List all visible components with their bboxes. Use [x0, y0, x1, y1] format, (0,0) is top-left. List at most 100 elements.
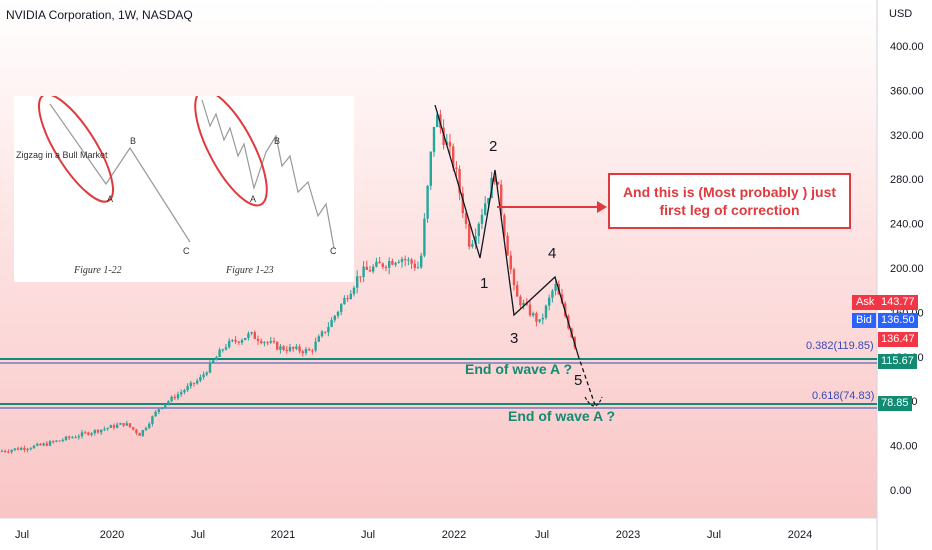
- candle-body: [519, 296, 522, 306]
- y-tick-label: 240.00: [890, 219, 924, 231]
- candle-body: [528, 304, 532, 316]
- candle-body: [352, 287, 356, 294]
- candle-body: [74, 437, 77, 439]
- candle-body: [16, 448, 20, 450]
- candle-body: [554, 283, 557, 291]
- candle-body: [87, 432, 90, 435]
- x-tick-label: Jul: [707, 529, 721, 541]
- candle-body: [474, 236, 477, 245]
- inset-point-b: B: [130, 136, 136, 146]
- wave-label-3: 3: [510, 330, 519, 347]
- candle-body: [276, 342, 279, 350]
- fib-0618-label: 0.618(74.83): [812, 390, 875, 402]
- candle-body: [103, 428, 106, 430]
- candle-body: [173, 396, 176, 399]
- end-wave-a-label-2: End of wave A ?: [508, 408, 616, 424]
- candle-body: [416, 267, 420, 269]
- currency-label: USD: [889, 8, 913, 20]
- candle-body: [292, 346, 295, 349]
- candle-body: [365, 266, 368, 270]
- candle-body: [279, 346, 282, 350]
- candle-body: [448, 141, 452, 147]
- candle-body: [320, 331, 324, 337]
- candle-body: [317, 336, 320, 342]
- candle-body: [260, 340, 263, 344]
- candle-body: [506, 235, 509, 256]
- candle-body: [151, 416, 154, 424]
- candle-body: [71, 437, 74, 439]
- candle-body: [285, 349, 288, 352]
- candle-body: [311, 350, 314, 352]
- candle-body: [464, 213, 468, 224]
- x-tick-label: Jul: [15, 529, 29, 541]
- inset-zigzag-2: [201, 99, 335, 249]
- candle-body: [68, 436, 71, 438]
- candle-body: [141, 430, 144, 436]
- candle-body: [298, 346, 301, 352]
- inset-zigzag-1: [49, 103, 191, 243]
- candle-body: [0, 450, 4, 452]
- candle-body: [32, 445, 36, 449]
- x-tick-label: 2024: [788, 529, 812, 541]
- candle-body: [496, 181, 500, 185]
- x-tick-label: 2023: [616, 529, 640, 541]
- wave-label-5: 5: [574, 372, 583, 389]
- candle-body: [58, 440, 61, 442]
- candle-body: [96, 430, 100, 433]
- level-115-tag: 115.67: [878, 354, 917, 369]
- candle-body: [477, 223, 480, 237]
- candle-body: [119, 423, 122, 425]
- price-axis: [877, 0, 932, 550]
- candle-body: [10, 449, 13, 452]
- candle-body: [503, 215, 506, 236]
- candle-body: [160, 407, 164, 410]
- x-tick-label: Jul: [535, 529, 549, 541]
- y-tick-label: 0.00: [890, 485, 911, 497]
- candle-body: [349, 293, 352, 300]
- candle-body: [13, 448, 16, 450]
- candle-body: [196, 380, 199, 384]
- candle-body: [343, 297, 346, 305]
- candle-body: [122, 423, 125, 426]
- candle-body: [48, 441, 52, 446]
- candle-body: [333, 315, 336, 320]
- candle-body: [368, 269, 372, 272]
- wave-label-1: 1: [480, 275, 489, 292]
- candle-body: [413, 263, 416, 268]
- candle-body: [36, 443, 39, 446]
- time-axis: [0, 518, 877, 550]
- candle-body: [532, 313, 535, 316]
- candle-body: [432, 126, 436, 152]
- candle-body: [100, 429, 103, 433]
- candle-body: [157, 409, 160, 412]
- inset-highlight-1: [38, 93, 114, 203]
- candle-body: [109, 425, 112, 428]
- candle-body: [4, 450, 7, 452]
- last-price-tag: 136.47: [878, 332, 918, 347]
- elliott-zigzag-inset: A B C Zigzag in a Bull Market Figure 1-22 A B C…: [14, 89, 354, 282]
- candle-body: [404, 259, 407, 261]
- inset-title: Zigzag in a Bull Market: [16, 150, 108, 160]
- candle-body: [77, 436, 80, 438]
- candle-body: [253, 332, 256, 339]
- candle-body: [269, 341, 272, 343]
- elliott-wave-path: [434, 104, 579, 356]
- candle-body: [452, 146, 455, 168]
- candle-body: [80, 432, 84, 437]
- candle-body: [391, 261, 394, 265]
- x-tick-label: Jul: [361, 529, 375, 541]
- candle-body: [7, 451, 10, 453]
- candle-body: [45, 443, 48, 446]
- candle-body: [420, 255, 423, 268]
- candle-body: [544, 305, 548, 318]
- candle-body: [154, 411, 157, 417]
- symbol-title: NVIDIA Corporation, 1W, NASDAQ: [6, 8, 193, 22]
- candle-body: [487, 198, 490, 204]
- candle-body: [39, 443, 42, 446]
- x-tick-label: 2022: [442, 529, 466, 541]
- candle-body: [468, 223, 471, 247]
- candle-body: [240, 340, 244, 343]
- inset-point-c: C: [183, 246, 190, 256]
- candle-body: [170, 396, 173, 402]
